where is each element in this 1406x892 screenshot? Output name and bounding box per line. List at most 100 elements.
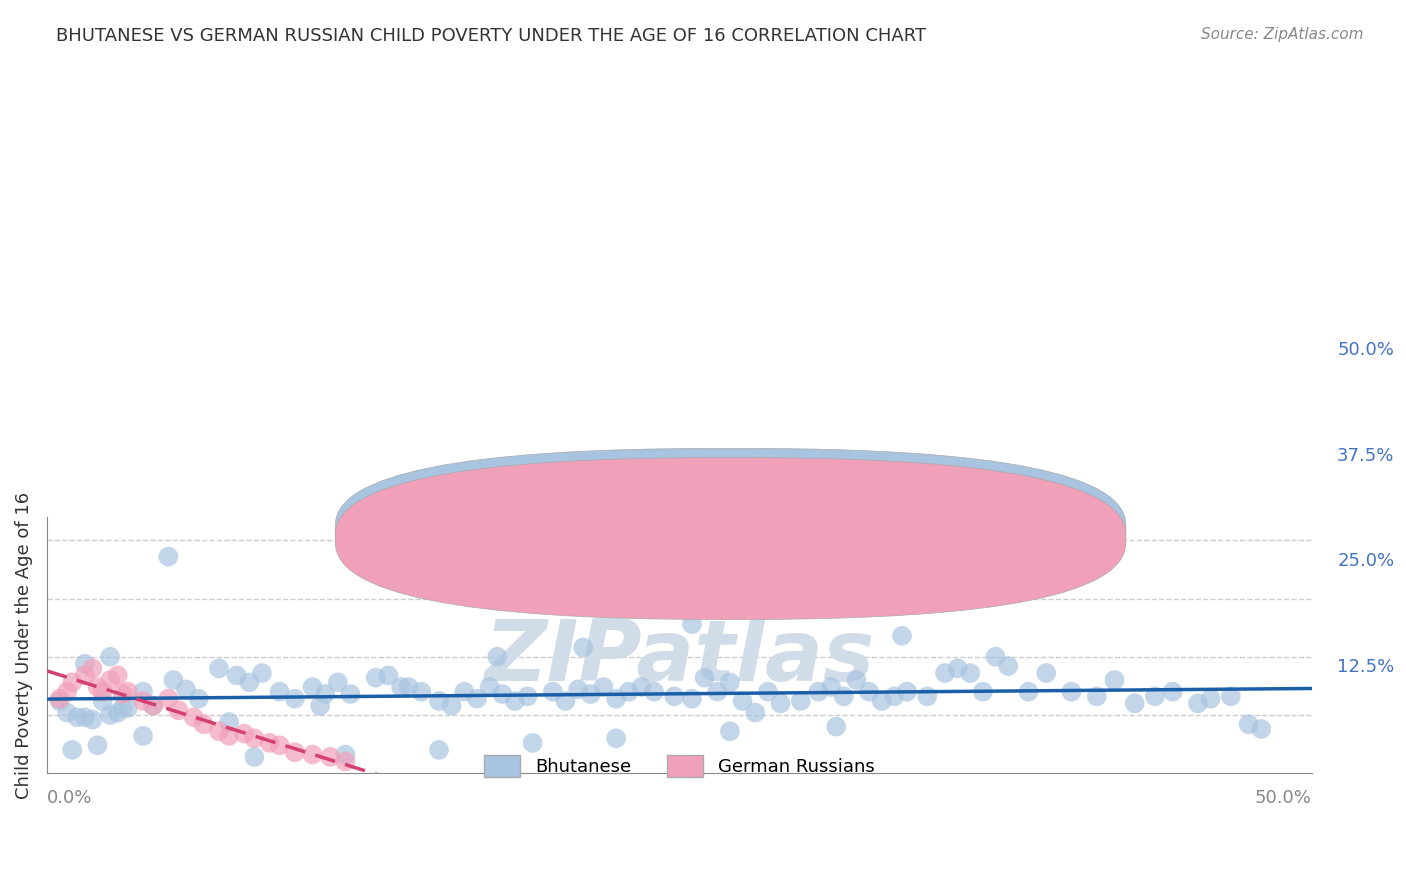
Point bbox=[364, 671, 387, 685]
Legend: Bhutanese, German Russians: Bhutanese, German Russians bbox=[477, 748, 882, 785]
Point bbox=[491, 687, 513, 701]
Text: BHUTANESE VS GERMAN RUSSIAN CHILD POVERTY UNDER THE AGE OF 16 CORRELATION CHART: BHUTANESE VS GERMAN RUSSIAN CHILD POVERT… bbox=[56, 27, 927, 45]
Point bbox=[98, 673, 121, 687]
Point bbox=[48, 691, 70, 706]
Point bbox=[98, 649, 121, 664]
Point bbox=[389, 680, 412, 694]
Point bbox=[309, 698, 332, 713]
Point bbox=[790, 694, 813, 708]
Point bbox=[60, 675, 83, 690]
Point bbox=[398, 680, 420, 694]
Point bbox=[972, 684, 994, 698]
Point bbox=[107, 706, 129, 720]
Point bbox=[48, 694, 70, 708]
Point bbox=[1035, 666, 1057, 681]
Point bbox=[167, 703, 190, 717]
Point bbox=[132, 684, 155, 698]
Point bbox=[73, 668, 96, 682]
Point bbox=[554, 694, 576, 708]
Point bbox=[820, 680, 842, 694]
Point bbox=[377, 668, 399, 682]
Point bbox=[111, 687, 134, 701]
Point bbox=[917, 690, 939, 704]
Point bbox=[339, 687, 361, 701]
Point bbox=[427, 743, 450, 757]
Point bbox=[567, 682, 589, 697]
Point bbox=[218, 729, 240, 743]
Point bbox=[883, 690, 905, 704]
Text: -0.117: -0.117 bbox=[828, 530, 894, 548]
Point bbox=[142, 698, 165, 713]
Point bbox=[218, 714, 240, 729]
Point bbox=[1161, 684, 1184, 698]
Point bbox=[183, 710, 205, 724]
Point bbox=[73, 710, 96, 724]
Point bbox=[335, 755, 357, 769]
Point bbox=[664, 690, 686, 704]
Text: ZIPatlas: ZIPatlas bbox=[484, 616, 875, 699]
Point bbox=[233, 726, 256, 740]
Point bbox=[259, 736, 281, 750]
Point bbox=[117, 701, 139, 715]
Point bbox=[107, 668, 129, 682]
Point bbox=[896, 684, 918, 698]
Y-axis label: Child Poverty Under the Age of 16: Child Poverty Under the Age of 16 bbox=[15, 491, 32, 798]
FancyBboxPatch shape bbox=[335, 458, 1126, 620]
Point bbox=[453, 684, 475, 698]
Point bbox=[440, 698, 463, 713]
Point bbox=[157, 549, 180, 564]
Point bbox=[592, 680, 614, 694]
Text: 25.0%: 25.0% bbox=[1337, 552, 1395, 571]
Point bbox=[718, 675, 741, 690]
Point bbox=[769, 696, 792, 710]
Point bbox=[301, 747, 323, 762]
Point bbox=[284, 691, 307, 706]
FancyBboxPatch shape bbox=[335, 449, 1126, 610]
Point bbox=[617, 684, 640, 698]
Text: R =: R = bbox=[765, 540, 808, 558]
Text: 50.0%: 50.0% bbox=[1337, 341, 1393, 359]
Point bbox=[541, 684, 564, 698]
Point bbox=[984, 649, 1007, 664]
Point bbox=[891, 629, 914, 643]
Point bbox=[825, 720, 848, 734]
Point bbox=[193, 717, 215, 731]
Point bbox=[98, 708, 121, 723]
Point bbox=[157, 691, 180, 706]
Text: R =: R = bbox=[765, 530, 820, 548]
Text: 103: 103 bbox=[967, 530, 1001, 548]
Point bbox=[605, 731, 627, 746]
Point bbox=[1085, 690, 1108, 704]
Point bbox=[111, 701, 134, 715]
Point bbox=[238, 675, 260, 690]
Point bbox=[1104, 673, 1126, 687]
Point bbox=[60, 743, 83, 757]
Point bbox=[478, 680, 501, 694]
Point bbox=[1060, 684, 1083, 698]
Point bbox=[174, 682, 197, 697]
Point bbox=[516, 690, 538, 704]
Point bbox=[208, 724, 231, 739]
Point bbox=[1199, 691, 1222, 706]
Point bbox=[326, 675, 349, 690]
Point bbox=[117, 684, 139, 698]
Text: N =: N = bbox=[907, 530, 973, 548]
Point bbox=[681, 617, 703, 632]
Text: R =  -0.117   N = 103
    R = -0.463   N =  27: R = -0.117 N = 103 R = -0.463 N = 27 bbox=[704, 535, 977, 582]
Point bbox=[503, 694, 526, 708]
Point bbox=[162, 673, 184, 687]
Point bbox=[132, 729, 155, 743]
Point bbox=[1237, 717, 1260, 731]
Point bbox=[1250, 722, 1272, 736]
Point bbox=[427, 694, 450, 708]
Text: 50.0%: 50.0% bbox=[1256, 789, 1312, 806]
Point bbox=[411, 684, 433, 698]
Point bbox=[91, 694, 114, 708]
Point bbox=[643, 684, 665, 698]
Text: 27: 27 bbox=[967, 540, 1001, 558]
Point bbox=[187, 691, 209, 706]
Point bbox=[91, 684, 114, 698]
Point bbox=[335, 747, 357, 762]
Point bbox=[86, 738, 108, 752]
Point bbox=[250, 666, 273, 681]
